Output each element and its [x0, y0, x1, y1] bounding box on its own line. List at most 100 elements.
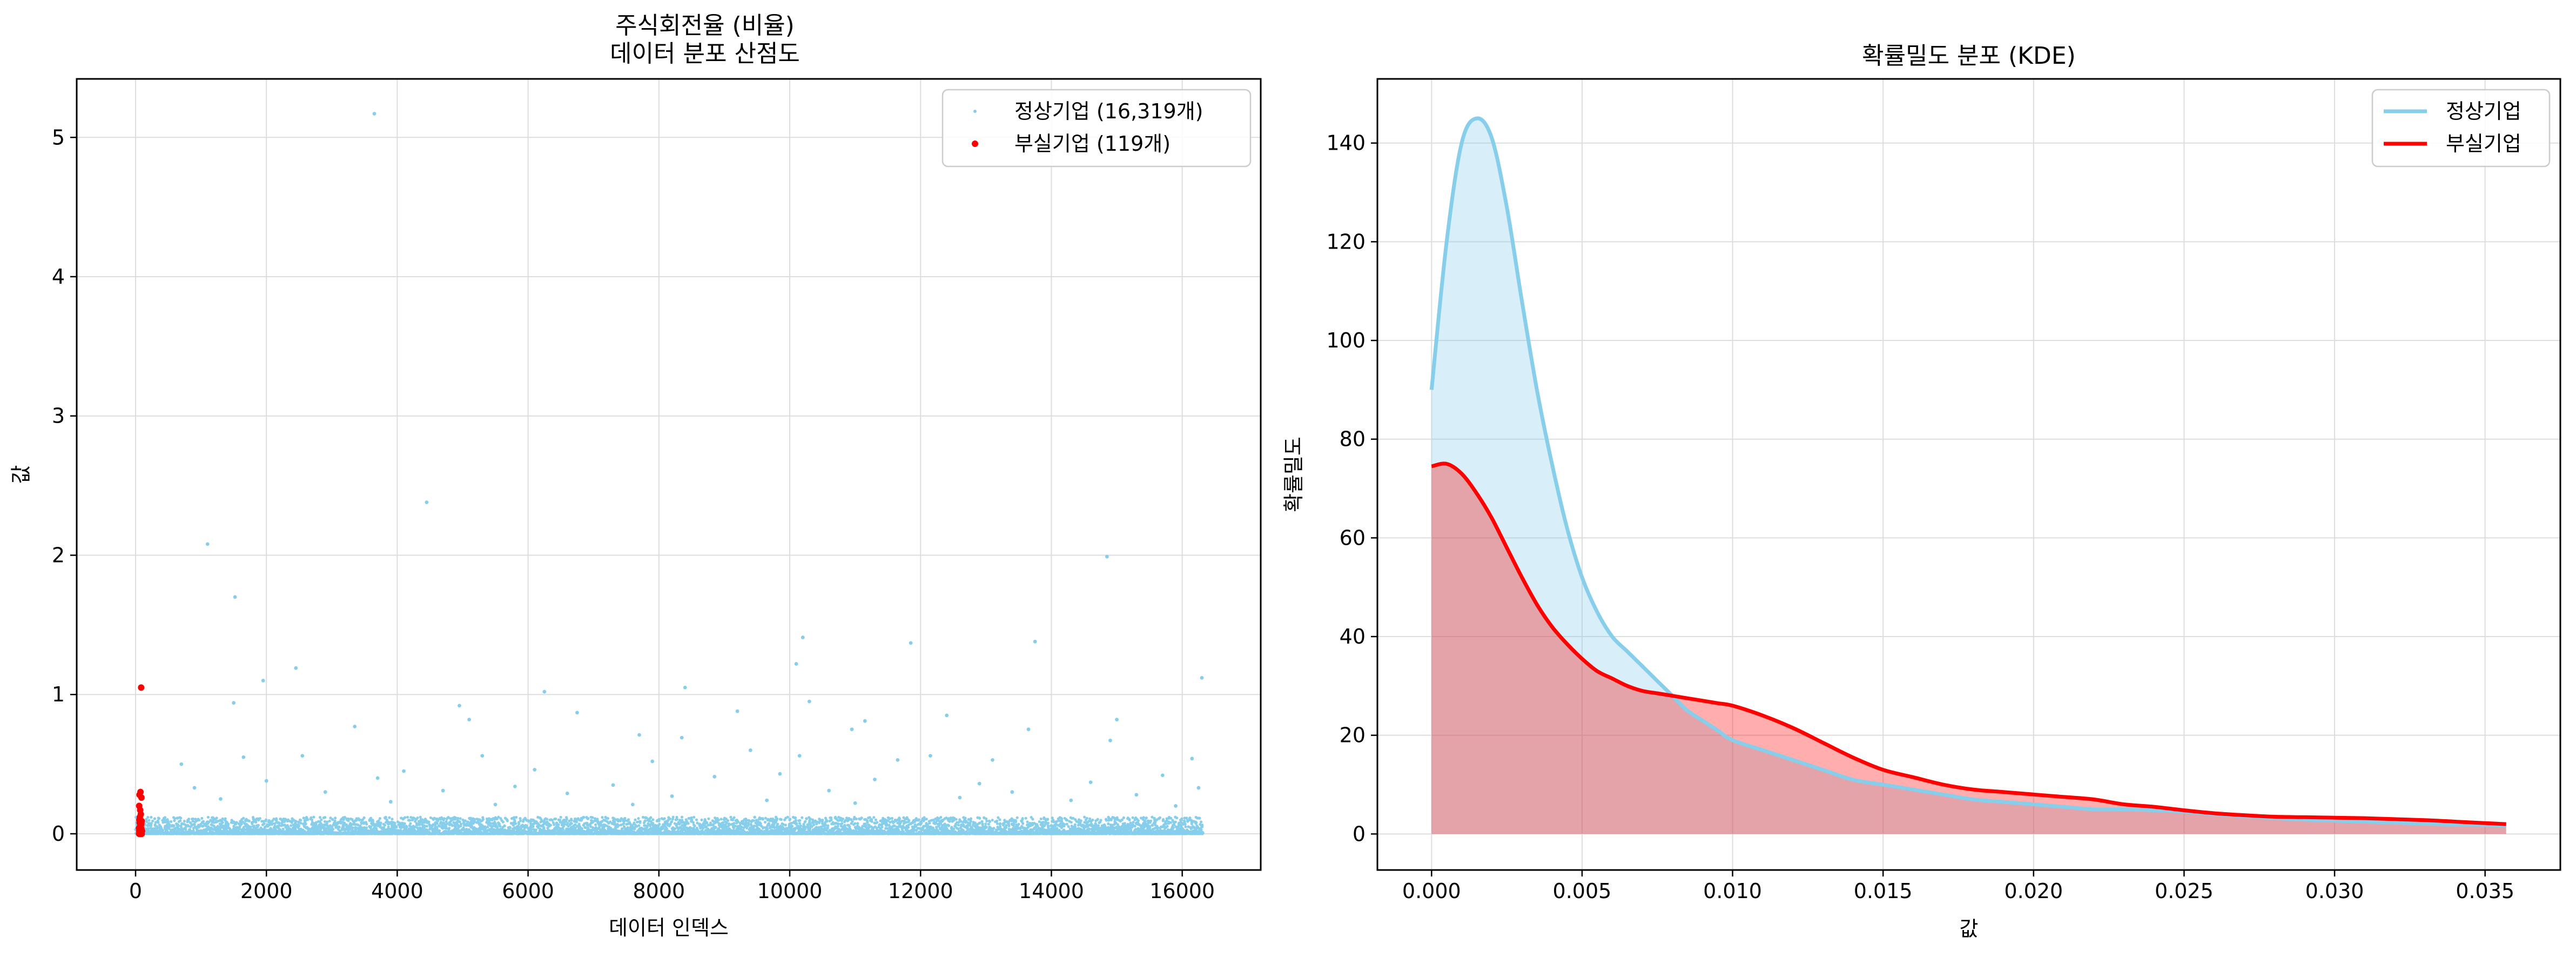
scatter-normal-point — [692, 821, 695, 824]
scatter-normal-point — [557, 824, 560, 826]
scatter-normal-point — [150, 816, 152, 819]
scatter-normal-point — [700, 819, 703, 821]
scatter-normal-point — [164, 816, 166, 819]
scatter-normal-point — [509, 826, 512, 829]
scatter-normal-point — [172, 824, 175, 827]
scatter-normal-point — [720, 818, 723, 820]
scatter-normal-point — [566, 822, 569, 825]
scatter-normal-point — [502, 821, 505, 824]
scatter-normal-point — [681, 816, 683, 819]
scatter-normal-point — [227, 822, 230, 825]
scatter-normal-point — [184, 828, 187, 831]
scatter-normal-point — [649, 816, 652, 819]
scatter-normal-point — [248, 820, 251, 822]
scatter-normal-point — [460, 822, 462, 825]
scatter-normal-point — [707, 818, 710, 820]
scatter-normal-point — [546, 818, 548, 820]
scatter-normal-point — [549, 824, 552, 827]
scatter-normal-point — [365, 823, 368, 826]
scatter-normal-point — [306, 818, 309, 821]
scatter-normal-point — [282, 828, 285, 831]
scatter-normal-point — [676, 818, 678, 821]
scatter-normal-point — [311, 819, 313, 821]
scatter-normal-point — [594, 824, 597, 826]
scatter-normal-point — [254, 821, 257, 824]
scatter-normal-point — [587, 817, 589, 820]
scatter-normal-point — [784, 824, 787, 826]
scatter-normal-point — [187, 818, 190, 820]
scatter-normal-point — [395, 826, 398, 828]
scatter-normal-point — [752, 819, 755, 822]
scatter-normal-point — [387, 826, 390, 828]
scatter-normal-point — [193, 823, 196, 826]
scatter-normal-point — [459, 817, 462, 820]
scatter-normal-point — [773, 826, 776, 829]
scatter-normal-point — [519, 819, 522, 822]
scatter-normal-point — [379, 817, 381, 820]
scatter-normal-point — [299, 822, 302, 825]
scatter-normal-point — [384, 824, 386, 827]
scatter-normal-point — [270, 828, 273, 831]
scatter-normal-point — [365, 826, 368, 829]
scatter-normal-point — [151, 820, 154, 822]
scatter-normal-point — [695, 819, 698, 821]
scatter-normal-point — [170, 820, 172, 823]
scatter-normal-point — [454, 817, 457, 819]
scatter-normal-point — [759, 822, 762, 825]
scatter-normal-point — [358, 818, 361, 821]
scatter-normal-point — [202, 820, 205, 823]
scatter-normal-point — [221, 821, 224, 824]
scatter-normal-point — [607, 817, 609, 820]
scatter-normal-point — [514, 822, 517, 825]
scatter-normal-point — [506, 819, 509, 822]
scatter-normal-point — [627, 818, 630, 821]
scatter-normal-point — [436, 822, 439, 825]
scatter-normal-point — [403, 822, 406, 825]
scatter-title-line2: 데이터 분포 산점도 — [610, 40, 800, 68]
scatter-normal-point — [207, 816, 210, 819]
scatter-normal-point — [427, 821, 430, 824]
scatter-normal-point — [727, 819, 729, 822]
scatter-normal-point — [278, 822, 281, 825]
scatter-normal-point — [393, 822, 396, 825]
scatter-normal-point — [617, 824, 620, 827]
scatter-normal-point — [669, 818, 671, 820]
scatter-normal-point — [715, 826, 717, 829]
scatter-normal-point — [570, 822, 573, 825]
scatter-normal-point — [363, 817, 366, 819]
scatter-normal-point — [406, 826, 408, 828]
scatter-normal-point — [634, 819, 636, 821]
scatter-normal-point — [406, 816, 409, 819]
scatter-normal-point — [729, 816, 732, 819]
scatter-normal-series — [134, 112, 1204, 835]
scatter-normal-point — [295, 820, 298, 823]
scatter-normal-point — [517, 822, 520, 825]
scatter-normal-point — [338, 826, 341, 828]
scatter-normal-point — [216, 817, 218, 819]
scatter-title-line1: 주식회전율 (비율) — [615, 12, 795, 39]
scatter-normal-point — [734, 825, 737, 827]
scatter-normal-point — [372, 820, 374, 822]
scatter-normal-point — [242, 817, 245, 820]
scatter-normal-point — [409, 822, 412, 825]
scatter-normal-point — [290, 824, 292, 827]
scatter-normal-point — [535, 828, 537, 831]
scatter-normal-point — [482, 818, 485, 821]
scatter-normal-point — [515, 816, 517, 819]
scatter-normal-point — [146, 816, 149, 819]
scatter-normal-point — [687, 822, 690, 825]
scatter-normal-point — [780, 818, 783, 821]
scatter-normal-point — [776, 823, 779, 826]
scatter-normal-point — [551, 819, 554, 821]
scatter-normal-point — [451, 824, 454, 827]
scatter-normal-point — [177, 825, 180, 827]
scatter-normal-point — [601, 816, 603, 819]
scatter-normal-point — [578, 822, 581, 825]
scatter-normal-point — [403, 816, 406, 819]
scatter-normal-point — [224, 817, 227, 820]
scatter-normal-point — [672, 816, 675, 819]
scatter-normal-point — [183, 820, 186, 822]
scatter-normal-point — [543, 827, 546, 829]
